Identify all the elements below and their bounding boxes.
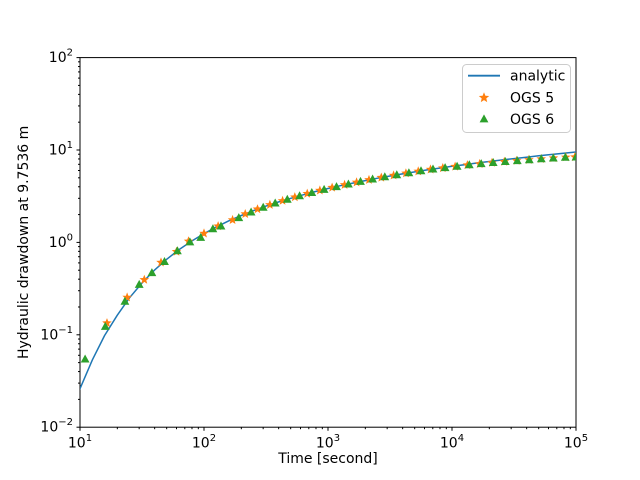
x-axis-label: Time [second] [277, 451, 378, 467]
legend-label-analytic: analytic [510, 69, 565, 85]
ogs6-triangle-marker [80, 354, 90, 363]
ogs6-triangle-marker [560, 152, 570, 161]
ogs5-star-marker [102, 318, 112, 328]
plot-border [79, 57, 577, 428]
y-axis-label: Hydraulic drawdown at 9.7536 m [16, 126, 32, 359]
ogs6-triangle-marker [173, 246, 182, 255]
ogs5-star-marker [240, 209, 250, 218]
ogs6-triangle-marker [428, 164, 438, 173]
ogs5-star-marker [199, 228, 209, 238]
ogs5-star-marker [156, 257, 166, 267]
ogs5-star-marker [290, 192, 300, 202]
ogs6-triangle-marker [100, 321, 110, 330]
ogs6-triangle-marker [416, 166, 426, 175]
ogs6-triangle-marker [380, 172, 390, 181]
ogs6-triangle-marker [500, 157, 510, 165]
legend-label-ogs6: OGS 6 [510, 112, 554, 128]
ogs6-triangle-marker [368, 174, 377, 183]
ogs6-triangle-marker [332, 182, 341, 191]
ogs5-star-marker [327, 182, 337, 192]
legend-box [462, 64, 571, 133]
major-ticks [76, 57, 577, 431]
ogs5-star-marker [213, 221, 223, 231]
ogs6-triangle-marker [571, 152, 576, 161]
legend-triangle-marker [479, 114, 489, 123]
ogs6-triangle-marker [392, 170, 402, 179]
ogs5-star-marker [277, 195, 288, 205]
ogs5-star-marker [265, 199, 275, 209]
ogs6-triangle-marker [548, 153, 558, 162]
ogs6-triangle-marker [404, 168, 414, 177]
legend-label-ogs5: OGS 5 [510, 91, 554, 107]
ogs6-triangle-marker [440, 163, 450, 172]
legend: analytic OGS 5 OGS 6 [462, 64, 571, 133]
ogs5-star-marker [376, 172, 386, 182]
ogs6-triangle-marker [295, 191, 304, 200]
ogs6-triangle-marker [464, 160, 474, 169]
ogs6-triangle-marker [208, 224, 218, 233]
ogs5-star-marker [315, 185, 325, 195]
ogs5-star-marker [252, 204, 263, 214]
ogs6-triangle-marker [476, 159, 486, 168]
ogs6-triangle-marker [160, 257, 169, 265]
ogs5-star-marker [227, 214, 238, 224]
ogs6-triangle-marker [452, 161, 462, 170]
ogs6-triangle-marker [258, 202, 268, 211]
plot-area [80, 151, 576, 390]
ogs5-star-marker [351, 177, 362, 187]
ogs6-triangle-marker [147, 268, 157, 277]
ogs5-star-marker [122, 292, 132, 302]
ogs6-triangle-marker [282, 194, 292, 203]
ogs6-triangle-marker [246, 207, 256, 216]
ogs6-triangle-marker [344, 179, 353, 188]
ogs6-triangle-marker [512, 156, 522, 165]
ogs6-triangle-marker [216, 221, 226, 230]
ogs5-star-marker [364, 174, 374, 184]
ogs5-star-marker [401, 168, 411, 178]
ogs6-triangle-marker [319, 184, 329, 193]
ogs6-triangle-marker [524, 155, 534, 164]
series-ogs6-markers [80, 152, 576, 363]
ogs5-star-marker [302, 188, 312, 198]
ogs6-triangle-marker [307, 188, 317, 196]
ogs6-triangle-marker [536, 154, 546, 163]
ogs6-triangle-marker [356, 176, 365, 185]
ogs5-star-marker [388, 170, 399, 180]
ogs6-triangle-marker [120, 296, 130, 305]
ogs6-triangle-marker [185, 237, 195, 246]
ogs5-star-marker [425, 164, 436, 174]
ogs6-triangle-marker [270, 198, 280, 207]
ogs6-triangle-marker [134, 279, 144, 288]
ogs6-triangle-marker [196, 232, 206, 241]
legend-star-marker [478, 92, 490, 103]
ogs5-star-marker [139, 274, 150, 284]
ogs5-star-marker [339, 179, 350, 189]
ogs6-triangle-marker [234, 213, 244, 222]
ogs6-triangle-marker [488, 158, 498, 166]
ogs5-star-marker [413, 166, 423, 176]
